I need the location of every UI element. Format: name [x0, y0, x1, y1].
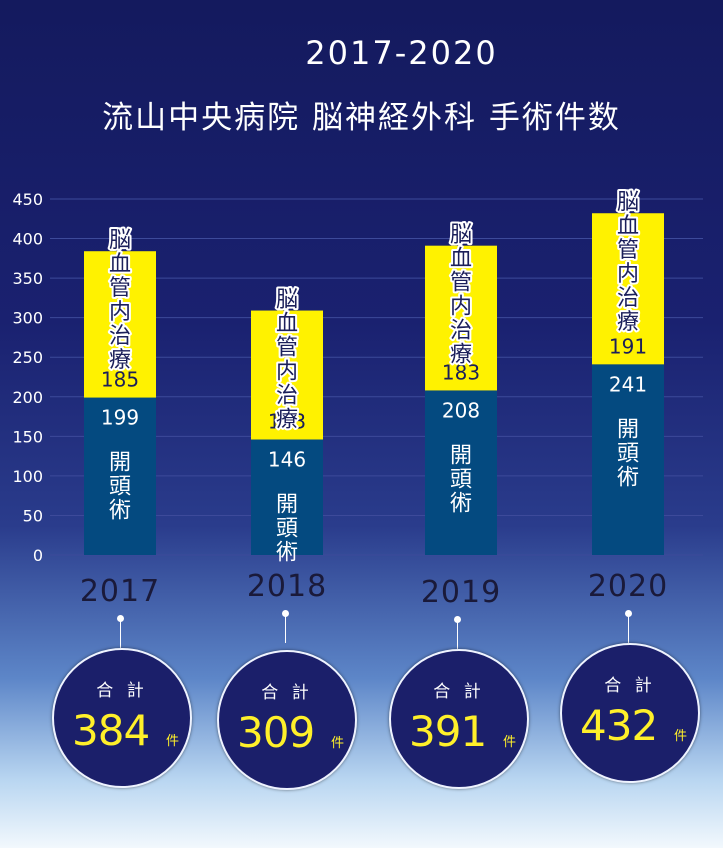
chart-title: 2017-2020	[305, 34, 498, 72]
series-name-craniotomy-char: 術	[109, 499, 131, 524]
series-name-craniotomy-char: 術	[617, 465, 639, 490]
series-name-craniotomy-char: 頭	[276, 516, 298, 541]
total-unit: 件	[166, 734, 180, 749]
series-name-endovascular-char: 内	[617, 262, 639, 287]
series-name-endovascular-char: 脳	[109, 228, 131, 253]
total-unit: 件	[674, 729, 688, 744]
y-tick-label: 100	[12, 467, 43, 486]
data-label-endovascular: 191	[609, 334, 647, 358]
data-label-craniotomy: 208	[442, 398, 480, 422]
series-name-endovascular-char: 治	[450, 319, 472, 344]
series-name-endovascular-char: 管	[450, 271, 472, 296]
y-tick-label: 200	[12, 388, 43, 407]
connector-stem	[454, 616, 461, 649]
total-label: 合 計	[261, 683, 313, 703]
year-label: 2019	[420, 575, 502, 610]
y-tick-label: 150	[12, 427, 43, 446]
total-circle: 合 計 432 件	[560, 643, 700, 783]
year-label: 2020	[587, 569, 669, 604]
series-name-craniotomy-char: 頭	[617, 441, 639, 466]
series-name-endovascular-char: 内	[109, 300, 131, 325]
series-name-endovascular-char: 治	[276, 384, 298, 409]
series-name-craniotomy-char: 開	[109, 451, 131, 476]
series-name-craniotomy-char: 頭	[109, 475, 131, 500]
series-name-craniotomy: 開頭術	[109, 451, 131, 524]
total-circle: 合 計 309 件	[217, 650, 357, 790]
series-name-endovascular-char: 療	[276, 408, 298, 433]
series-name-endovascular-char: 療	[450, 343, 472, 368]
total-label: 合 計	[96, 681, 148, 701]
total-value: 384	[72, 706, 150, 755]
series-name-endovascular-char: 治	[617, 286, 639, 311]
series-name-endovascular-char: 脳	[450, 223, 472, 248]
total-unit: 件	[503, 735, 517, 750]
total-unit: 件	[331, 736, 345, 751]
series-name-craniotomy-char: 術	[450, 491, 472, 516]
series-name-endovascular-char: 血	[450, 247, 472, 272]
connector-stem	[625, 610, 632, 643]
year-label: 2018	[246, 569, 328, 604]
total-label: 合 計	[433, 682, 485, 702]
bar-segment-endovascular	[84, 251, 156, 398]
data-label-endovascular: 185	[101, 368, 139, 392]
y-tick-label: 350	[12, 269, 43, 288]
y-tick-label: 400	[12, 230, 43, 249]
total-value: 432	[580, 701, 658, 750]
series-name-craniotomy-char: 開	[276, 492, 298, 517]
bar-segment-craniotomy	[425, 390, 497, 555]
y-tick-label: 0	[33, 546, 43, 565]
total-value: 309	[237, 708, 315, 757]
series-name-endovascular-char: 管	[109, 276, 131, 301]
series-name-craniotomy-char: 開	[450, 443, 472, 468]
total-circle: 合 計 384 件	[52, 648, 192, 788]
total-circle: 合 計 391 件	[389, 649, 529, 789]
series-name-craniotomy-char: 術	[276, 540, 298, 565]
y-tick-label: 300	[12, 309, 43, 328]
y-tick-label: 450	[12, 190, 43, 209]
series-name-endovascular-char: 血	[617, 214, 639, 239]
series-name-craniotomy-char: 頭	[450, 467, 472, 492]
data-label-craniotomy: 146	[268, 447, 306, 471]
data-label-endovascular: 183	[442, 360, 480, 384]
year-label: 2017	[79, 574, 161, 609]
series-name-craniotomy: 開頭術	[450, 443, 472, 516]
series-name-endovascular-char: 血	[109, 252, 131, 277]
bar-segment-endovascular	[592, 213, 664, 365]
series-name-endovascular-char: 内	[450, 295, 472, 320]
total-value: 391	[409, 707, 487, 756]
chart-subtitle: 流山中央病院 脳神経外科 手術件数	[102, 100, 621, 136]
series-name-endovascular-char: 管	[617, 238, 639, 263]
data-label-craniotomy: 199	[101, 406, 139, 430]
series-name-craniotomy-char: 開	[617, 417, 639, 442]
y-tick-label: 250	[12, 348, 43, 367]
series-name-endovascular-char: 管	[276, 336, 298, 361]
series-name-endovascular-char: 治	[109, 324, 131, 349]
bar-segment-endovascular	[425, 245, 497, 391]
series-name-endovascular-char: 脳	[276, 288, 298, 313]
connector-stem	[282, 610, 289, 643]
series-name-endovascular-char: 療	[617, 310, 639, 335]
bar-segment-endovascular	[251, 310, 323, 440]
total-label: 合 計	[604, 676, 656, 696]
series-name-craniotomy: 開頭術	[617, 417, 639, 490]
bar-segment-craniotomy	[251, 439, 323, 555]
series-name-endovascular-char: 血	[276, 312, 298, 337]
series-name-endovascular-char: 内	[276, 360, 298, 385]
series-name-craniotomy: 開頭術	[276, 492, 298, 565]
series-name-endovascular-char: 療	[109, 348, 131, 373]
y-tick-label: 50	[23, 506, 43, 525]
bar-segment-craniotomy	[84, 397, 156, 555]
connector-stem	[117, 615, 124, 648]
series-name-endovascular-char: 脳	[617, 190, 639, 215]
bar-segment-craniotomy	[592, 364, 664, 555]
data-label-craniotomy: 241	[609, 372, 647, 396]
data-label-endovascular: 163	[268, 409, 306, 433]
